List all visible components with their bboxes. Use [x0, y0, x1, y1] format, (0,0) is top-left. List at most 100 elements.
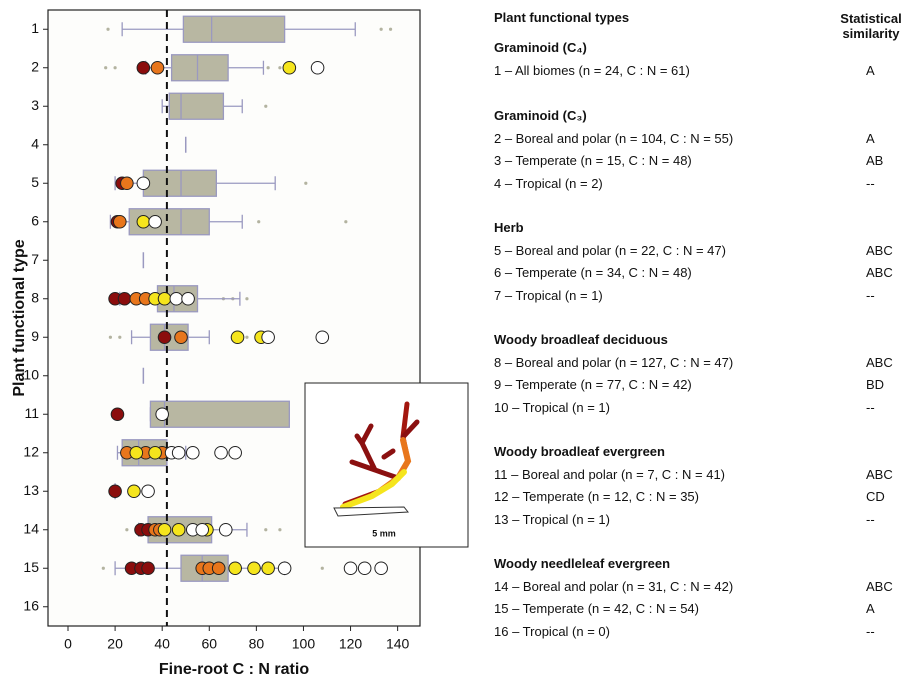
row-label: 1 – All biomes (n = 24, C : N = 61) [494, 63, 690, 78]
row-similarity: AB [866, 153, 884, 169]
root-branch [340, 469, 407, 510]
row-label: 9 – Temperate (n = 77, C : N = 42) [494, 377, 692, 393]
x-tick-label: 40 [154, 636, 170, 652]
row-similarity: -- [866, 287, 875, 303]
row-label: 10 – Tropical (n = 1) [494, 399, 610, 415]
root-order-point [261, 561, 275, 576]
row-similarity: -- [866, 511, 875, 527]
row-label: 3 – Temperate (n = 15, C : N = 48) [494, 153, 692, 169]
outlier [379, 27, 383, 31]
group-title: Graminoid (C₃) [494, 108, 587, 123]
outlier [118, 335, 122, 339]
x-axis-label: Fine-root C : N ratio [159, 661, 309, 678]
root-order-point [228, 561, 242, 576]
root-order-point [211, 561, 226, 576]
root-order-point [185, 445, 200, 460]
row-label: 2 – Boreal and polar (n = 104, C : N = 5… [494, 131, 734, 146]
y-tick-label: 2 [31, 58, 39, 74]
row-similarity: BD [866, 377, 885, 393]
root-order-point [150, 60, 165, 75]
root-order-point [136, 176, 151, 191]
outlier [101, 566, 105, 570]
outlier [320, 566, 324, 570]
plot-area: 0 20 40 60 80 100 120 1401234567891011121314151… [23, 10, 410, 652]
root-order-point [277, 561, 292, 576]
outlier [278, 528, 282, 532]
y-tick-label: 1 [31, 20, 39, 36]
row-label: 6 – Temperate (n = 34, C : N = 48) [494, 265, 692, 281]
row-label: 13 – Tropical (n = 1) [494, 511, 610, 527]
x-tick-label: 120 [339, 636, 363, 652]
root-order-point [136, 214, 151, 229]
row-label: 14 – Boreal and polar (n = 31, C : N = 4… [494, 579, 734, 594]
root-order-point [195, 522, 210, 537]
box [182, 15, 286, 43]
table-header: Plant functional types [494, 10, 630, 25]
group-title: Woody needleleaf evergreen [494, 556, 671, 571]
x-tick-label: 140 [386, 636, 410, 652]
row-label: 5 – Boreal and polar (n = 22, C : N = 47… [494, 243, 726, 258]
outlier [266, 66, 270, 70]
row-label: 15 – Temperate (n = 42, C : N = 54) [494, 601, 699, 617]
root-order-point [157, 291, 172, 306]
row-similarity: ABC [866, 467, 893, 482]
root-order-point [230, 330, 245, 345]
row-similarity: ABC [866, 243, 893, 258]
y-tick-label: 10 [23, 366, 39, 382]
y-tick-label: 14 [23, 520, 39, 536]
root-order-point [127, 484, 141, 499]
root-order-point [108, 484, 122, 499]
row-label: 12 – Temperate (n = 12, C : N = 35) [494, 489, 699, 505]
x-tick-label: 0 [64, 636, 72, 652]
outlier [264, 104, 268, 108]
outlier [245, 335, 249, 339]
root-order-point [310, 60, 325, 75]
row-similarity: -- [866, 623, 875, 639]
root-base [333, 506, 409, 517]
outlier [108, 335, 112, 339]
inset: 5 mm [304, 382, 469, 548]
box [168, 92, 225, 120]
outlier [125, 528, 129, 532]
inset-label: 5 mm [372, 528, 396, 538]
row-similarity: -- [866, 399, 875, 415]
y-tick-label: 15 [23, 559, 39, 575]
root-order-point [120, 176, 134, 191]
row-similarity: ABC [866, 265, 893, 281]
table-header: Statistical similarity [840, 11, 902, 41]
root-order-point [282, 60, 297, 75]
outlier [304, 181, 308, 185]
x-tick-label: 20 [107, 636, 123, 652]
root-order-point [214, 445, 228, 460]
box [142, 169, 217, 197]
root-order-point [148, 445, 162, 460]
y-tick-label: 6 [31, 212, 39, 228]
x-tick-label: 60 [201, 636, 217, 652]
y-tick-label: 11 [24, 405, 39, 421]
group-title: Herb [494, 220, 524, 235]
root-order-point [374, 561, 388, 576]
row-similarity: A [866, 601, 875, 617]
outlier [257, 220, 261, 224]
row-similarity: A [866, 63, 875, 78]
root-order-point [218, 522, 233, 537]
row-similarity: ABC [866, 579, 893, 594]
y-tick-label: 12 [23, 443, 39, 459]
root-order-point [315, 330, 330, 345]
root-order-point [155, 407, 169, 422]
root-order-point [113, 214, 127, 229]
root-order-point [136, 60, 151, 75]
inset-frame [304, 382, 469, 548]
y-tick-label: 4 [31, 135, 39, 151]
outlier [113, 66, 117, 70]
x-tick-label: 100 [292, 636, 316, 652]
outlier [388, 27, 393, 31]
row-similarity: A [866, 131, 875, 146]
outlier [104, 66, 108, 70]
outlier [245, 297, 249, 301]
root-order-point [110, 407, 125, 422]
root-order-point [343, 561, 358, 576]
root-order-point [169, 291, 184, 306]
